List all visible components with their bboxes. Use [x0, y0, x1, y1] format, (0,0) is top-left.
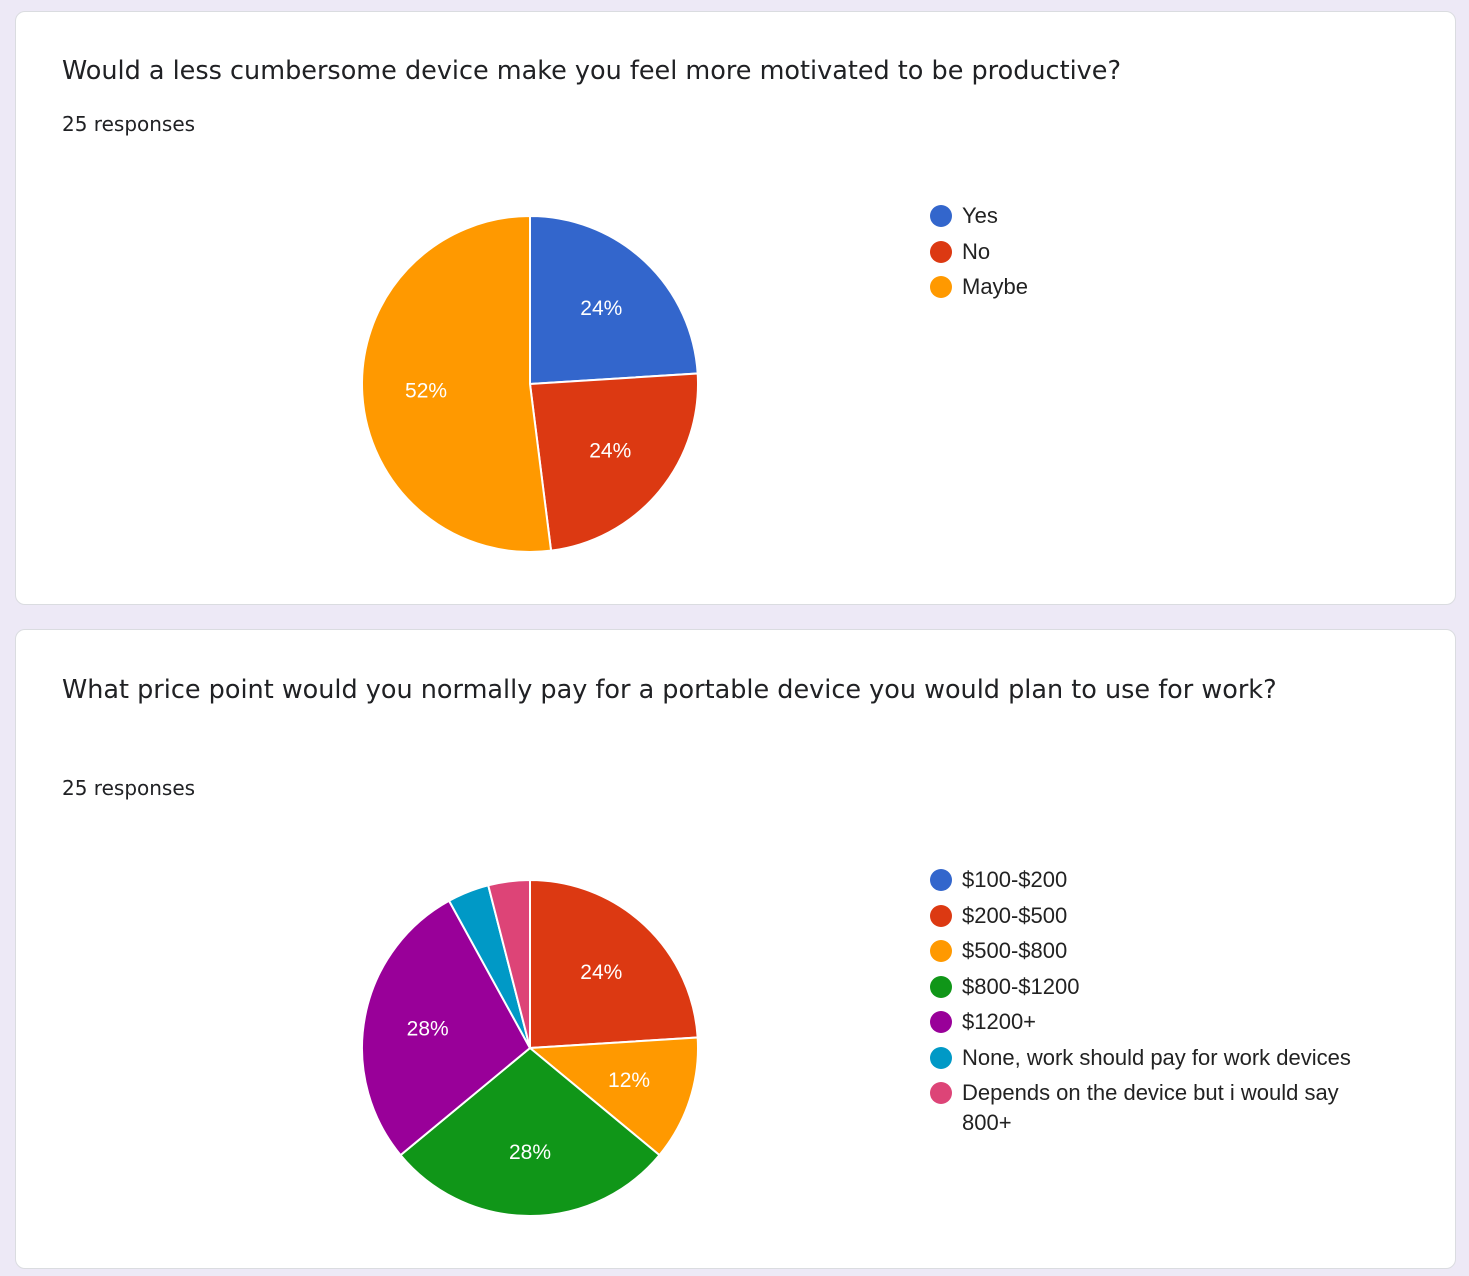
slice-value-label: 28% — [509, 1141, 551, 1164]
pie-slice-yes[interactable] — [529, 214, 699, 386]
pie-slice-800-1200[interactable] — [399, 1046, 661, 1217]
legend-item-maybe[interactable]: Maybe — [930, 272, 1390, 302]
slice-value-label: 12% — [608, 1069, 650, 1092]
legend-label: $500-$800 — [962, 938, 1068, 963]
legend-item-1200[interactable]: $1200+ — [930, 1007, 1390, 1037]
legend-swatch — [930, 975, 952, 998]
legend-swatch — [930, 276, 952, 298]
slice-value-label: 24% — [589, 439, 631, 462]
pie-slice-200-500[interactable] — [529, 878, 699, 1050]
pie-slice-maybe[interactable] — [361, 214, 553, 553]
question-card-1: Would a less cumbersome device make you … — [15, 11, 1456, 605]
question-card-2: What price point would you normally pay … — [15, 629, 1456, 1269]
legend-label: $1200+ — [962, 1009, 1037, 1034]
legend-item-200-500[interactable]: $200-$500 — [930, 901, 1390, 931]
legend-swatch — [930, 1046, 952, 1069]
legend-label: Depends on the device but i would say 80… — [962, 1080, 1339, 1135]
slice-value-label: 28% — [407, 1017, 449, 1040]
pie-chart: 24% 12% 28% 28% — [361, 878, 699, 1217]
pie-slice-1200[interactable] — [361, 899, 532, 1157]
legend-label: $100-$200 — [962, 867, 1068, 892]
legend-swatch — [930, 904, 952, 927]
slice-value-label: 52% — [405, 380, 447, 403]
question-title: Would a less cumbersome device make you … — [62, 56, 1121, 86]
legend-item-500-800[interactable]: $500-$800 — [930, 936, 1390, 966]
legend-item-none-work-should-pay-for-work-devices[interactable]: None, work should pay for work devices — [930, 1043, 1390, 1073]
legend-swatch — [930, 940, 952, 962]
legend-label: Maybe — [962, 274, 1029, 299]
slice-value-label: 24% — [580, 297, 622, 320]
legend-label: $800-$1200 — [962, 973, 1080, 999]
pie-chart: 24% 24% 52% — [361, 214, 699, 553]
legend-label: None, work should pay for work devices — [962, 1044, 1351, 1070]
legend-swatch — [930, 240, 952, 263]
legend-item-depends-on-the-device-but-i-would-say-800[interactable]: Depends on the device but i would say 80… — [930, 1078, 1390, 1138]
legend-label: $200-$500 — [962, 902, 1068, 928]
slice-value-label: 24% — [580, 961, 622, 984]
legend-item-yes[interactable]: Yes — [930, 201, 1390, 231]
legend-swatch — [930, 205, 952, 227]
pie-slice-500-800[interactable] — [527, 1036, 699, 1157]
legend-item-100-200[interactable]: $100-$200 — [930, 865, 1390, 895]
response-count: 25 responses — [62, 112, 196, 136]
legend-swatch — [930, 1082, 952, 1104]
legend-swatch — [930, 869, 952, 891]
legend-item-800-1200[interactable]: $800-$1200 — [930, 972, 1390, 1002]
legend-swatch — [930, 1011, 952, 1033]
response-count: 25 responses — [62, 776, 196, 800]
legend-label: Yes — [962, 203, 998, 228]
chart-legend: Yes No Maybe — [930, 201, 1390, 308]
legend-item-no[interactable]: No — [930, 237, 1390, 267]
question-title: What price point would you normally pay … — [62, 675, 1277, 705]
pie-slice-depends-on-the-device-but-i-would-say-800[interactable] — [487, 878, 531, 1049]
legend-label: No — [962, 238, 991, 264]
chart-legend: $100-$200 $200-$500 $500-$800 $800-$1200 $12… — [930, 865, 1390, 1144]
pie-slice-no[interactable] — [528, 372, 699, 552]
